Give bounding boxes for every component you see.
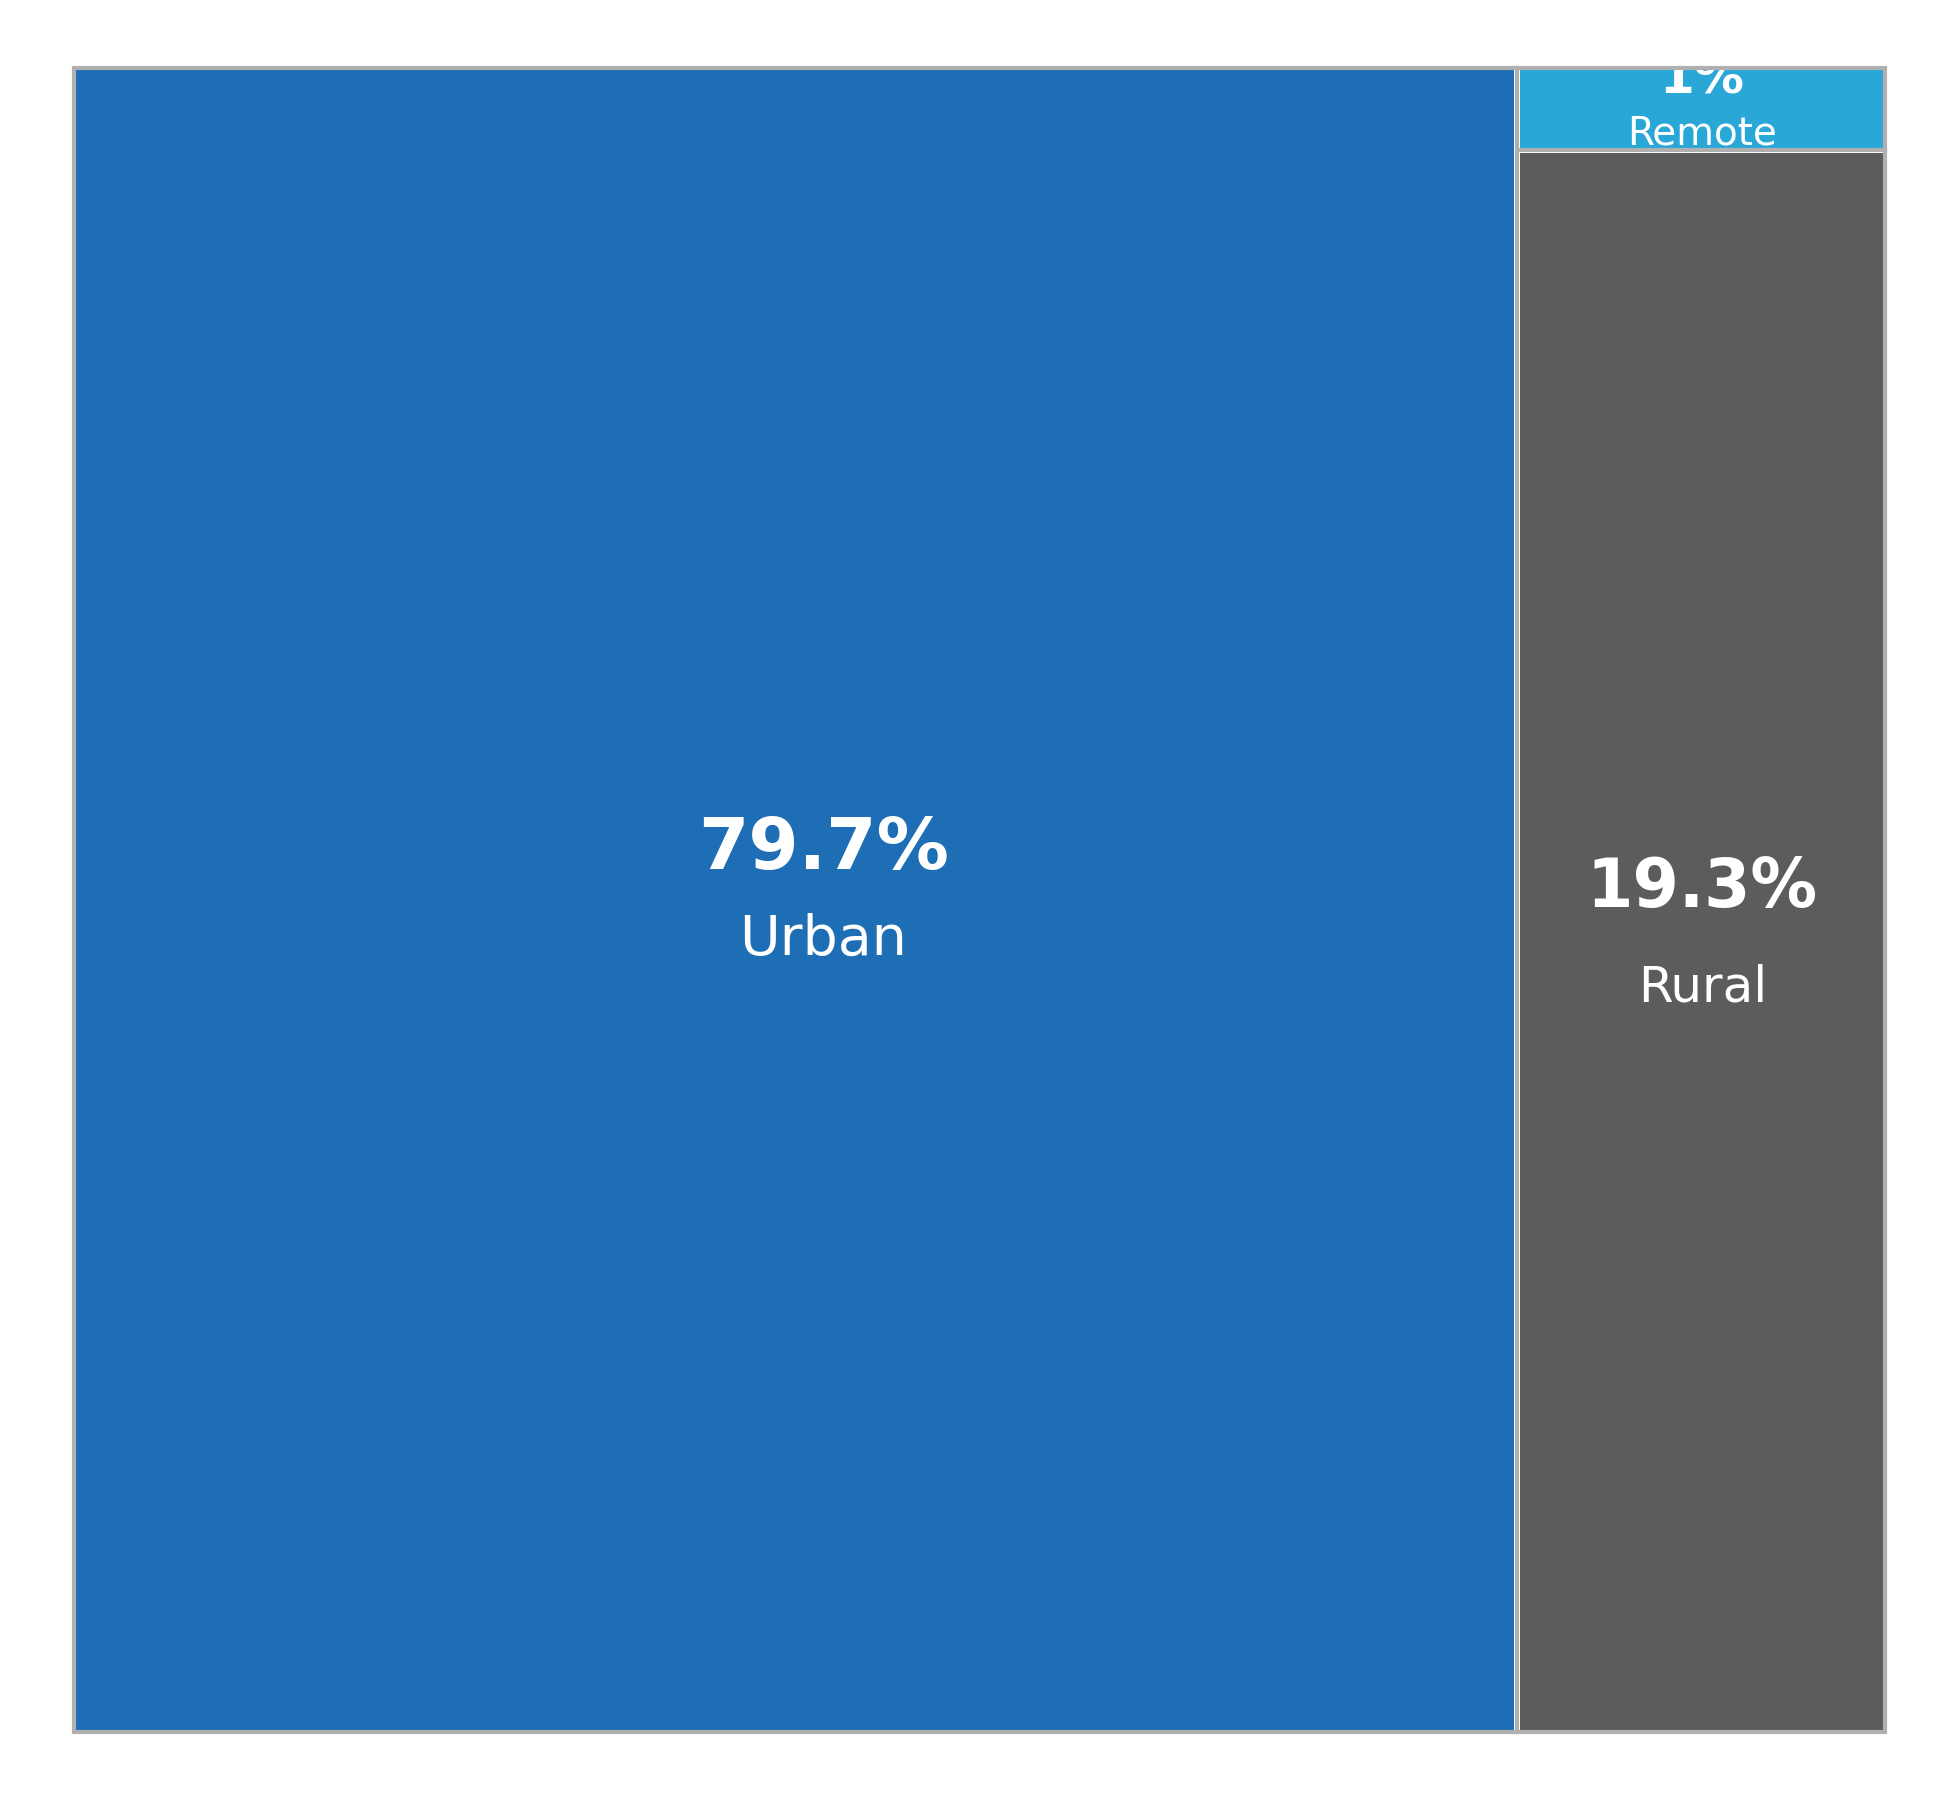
Text: Remote: Remote <box>1628 113 1777 153</box>
Text: 79.7%: 79.7% <box>697 815 948 884</box>
Text: 19.3%: 19.3% <box>1587 855 1818 922</box>
Bar <box>1520 153 1885 1732</box>
Text: 1%: 1% <box>1659 56 1745 103</box>
Bar <box>1520 68 1885 148</box>
Text: Rural: Rural <box>1638 963 1767 1012</box>
Text: Urban: Urban <box>739 913 907 967</box>
Bar <box>74 68 1514 1732</box>
